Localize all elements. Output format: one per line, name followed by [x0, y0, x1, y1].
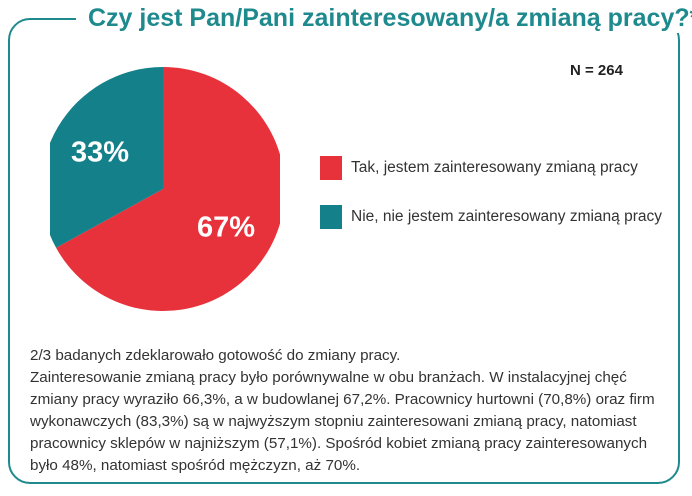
description-line-1: 2/3 badanych zdeklarowało gotowość do zm…: [30, 347, 401, 364]
legend-swatch-no: [320, 205, 342, 229]
pie-slice-no: [50, 67, 163, 248]
sample-size: N = 264: [570, 62, 623, 79]
pie-label-no: 33%: [71, 137, 129, 169]
legend-label-no: Nie, nie jestem zainteresowany zmianą pr…: [351, 208, 662, 225]
pie-chart: 67% 33%: [50, 67, 280, 311]
legend-swatch-yes: [320, 156, 342, 180]
legend-label-yes: Tak, jestem zainteresowany zmianą pracy: [351, 159, 638, 176]
pie-label-yes: 67%: [197, 211, 255, 243]
chart-title: Czy jest Pan/Pani zainteresowany/a zmian…: [76, 4, 692, 33]
pie-slice-yes: [56, 67, 280, 311]
description-line-2: Zainteresowanie zmianą pracy było porówn…: [30, 369, 655, 474]
description-text: 2/3 badanych zdeklarowało gotowość do zm…: [30, 345, 670, 477]
